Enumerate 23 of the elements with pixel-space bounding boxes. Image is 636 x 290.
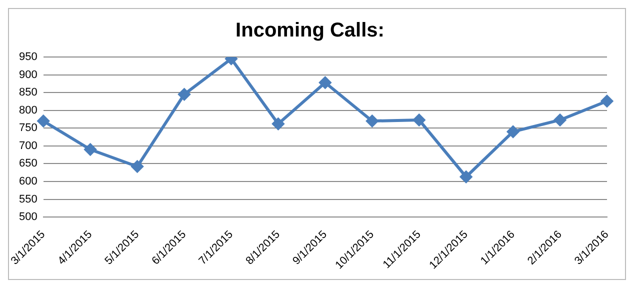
y-tick-label: 750 (18, 122, 38, 134)
point (601, 95, 613, 108)
y-tick-label: 600 (18, 176, 38, 188)
point (272, 118, 284, 130)
point (319, 76, 332, 89)
y-tick-label: 550 (18, 193, 38, 206)
point (366, 115, 378, 128)
chart-title: Incoming Calls: (236, 20, 384, 42)
point (178, 88, 190, 100)
point (413, 114, 426, 126)
y-tick-label: 900 (18, 68, 38, 81)
y-tick-label: 500 (18, 211, 38, 224)
point (507, 126, 520, 138)
y-tick-label: 700 (18, 140, 38, 152)
point (37, 115, 50, 128)
y-tick-label: 950 (18, 51, 38, 64)
point (131, 160, 144, 173)
y-tick-label: 800 (18, 104, 38, 116)
point (554, 114, 566, 126)
y-tick-label: 650 (18, 158, 38, 170)
point (84, 143, 96, 156)
point (460, 170, 472, 183)
y-tick-label: 850 (18, 86, 38, 99)
